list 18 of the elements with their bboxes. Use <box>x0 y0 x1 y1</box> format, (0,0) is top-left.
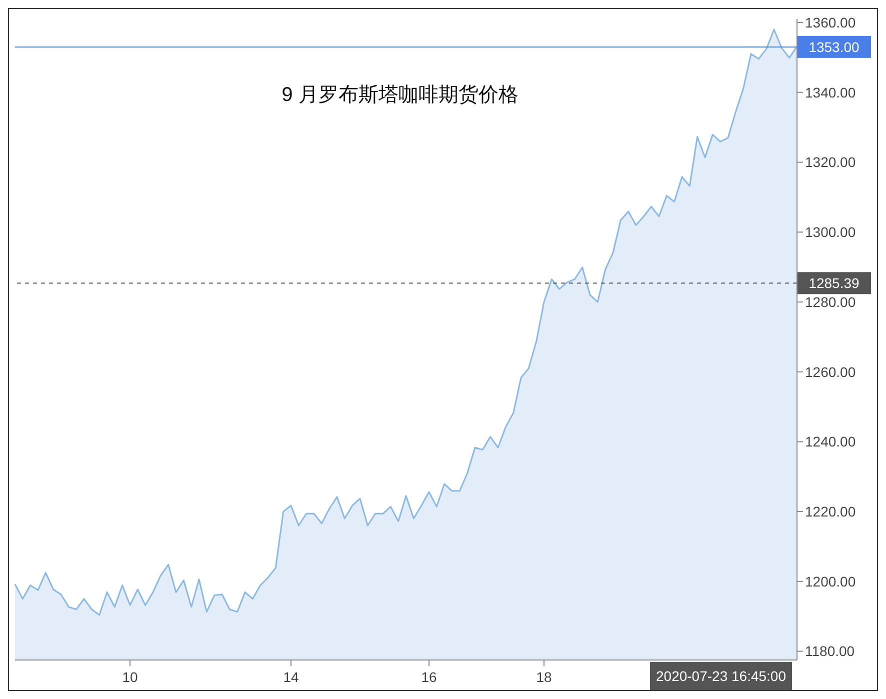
y-tick-label: 1260.00 <box>805 364 856 380</box>
y-tick-label: 1180.00 <box>805 643 855 660</box>
x-tick-label: 16 <box>421 669 437 685</box>
text: 2020-07-23 16:45:00 <box>650 662 792 690</box>
y-tick-label: 1300.00 <box>805 224 856 240</box>
text: 9 月罗布斯塔咖啡期货价格 <box>280 83 520 108</box>
y-tick-label: 1340.00 <box>805 84 856 100</box>
y-tick-label: 1240.00 <box>805 434 856 450</box>
x-tick-label: 18 <box>536 669 552 685</box>
ref-line-label: 1285.39 <box>808 275 860 292</box>
ref-line-label: 1353.00 <box>808 38 860 55</box>
y-tick-label: 1280.00 <box>805 294 856 310</box>
x-tick-label: 14 <box>283 669 299 685</box>
y-tick-label: 1320.00 <box>805 154 856 170</box>
x-tick-label: 10 <box>122 669 138 685</box>
y-tick-label: 1220.00 <box>805 504 856 520</box>
y-tick-label: 1360.00 <box>805 14 856 30</box>
y-tick-label: 1200.00 <box>805 573 856 590</box>
